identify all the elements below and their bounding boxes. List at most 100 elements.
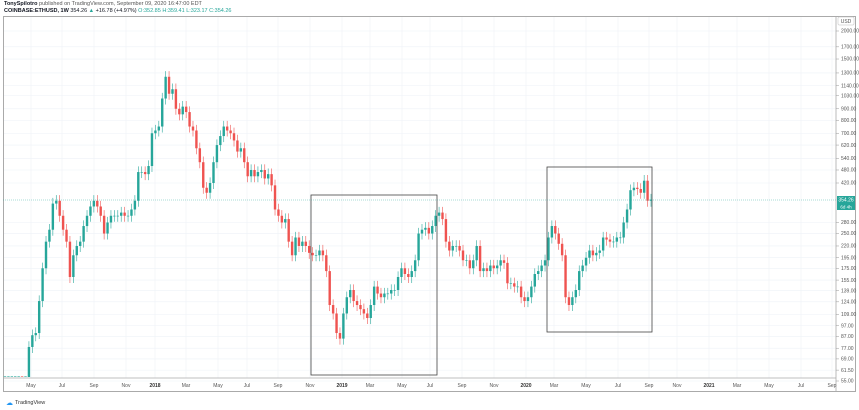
candle-body — [482, 268, 485, 272]
y-tick-label: 124.00 — [841, 300, 857, 306]
candle-body — [92, 200, 96, 207]
candle-body — [584, 257, 588, 266]
author[interactable]: TonySpilotro — [4, 1, 38, 7]
candle — [608, 233, 612, 248]
candle-body — [495, 265, 499, 269]
candle-body — [427, 227, 431, 234]
candle — [410, 265, 413, 284]
candle-body — [485, 268, 489, 272]
symbol-legend: COINBASE:ETHUSD, 1W 354.26 ▲ +16.78 (+4.… — [4, 8, 231, 14]
candle-body — [266, 174, 270, 179]
candle-body — [150, 133, 154, 167]
y-tick-label: 1300.00 — [841, 71, 859, 77]
countdown-tag — [837, 203, 855, 210]
candle-body — [10, 376, 14, 377]
currency-label: USD — [841, 19, 852, 25]
candle-body — [441, 212, 444, 220]
candle — [260, 164, 263, 179]
rectangle-drawing-2019[interactable] — [310, 194, 438, 376]
candle — [174, 83, 178, 115]
candle-body — [167, 76, 171, 94]
candle — [468, 254, 472, 275]
candle — [472, 254, 475, 275]
currency-badge[interactable] — [837, 16, 855, 26]
y-tick-label: 280.00 — [841, 220, 857, 226]
candle-body — [308, 245, 311, 253]
candle-body — [352, 290, 355, 302]
candle-body — [619, 237, 622, 239]
candle — [567, 291, 571, 312]
candle — [225, 120, 229, 137]
rectangle-drawing-2020[interactable] — [546, 166, 653, 333]
candle-body — [290, 241, 294, 256]
candle-body — [335, 313, 338, 334]
candle-body — [396, 276, 400, 291]
x-tick-label: Sep — [90, 383, 99, 389]
candle — [27, 341, 31, 377]
candle — [366, 307, 369, 325]
candle — [31, 329, 34, 353]
candle — [379, 287, 383, 304]
candle-body — [574, 290, 578, 298]
candle — [540, 259, 543, 278]
candle — [236, 134, 239, 158]
y-tick-label: 220.00 — [841, 244, 857, 250]
price-axis[interactable]: 2000.00 1700.00 1500.00 1300.00 1140.00 1030.… — [836, 29, 859, 385]
candle-body — [41, 268, 44, 302]
candle-body — [608, 239, 612, 242]
y-tick-label: 87.00 — [841, 334, 854, 340]
candle — [51, 197, 55, 236]
candle — [499, 254, 502, 272]
candle-body — [154, 130, 157, 134]
candle-body — [636, 187, 639, 189]
candle-body — [229, 130, 232, 134]
candle-body — [222, 126, 225, 137]
candle-body — [345, 297, 348, 314]
candle — [519, 280, 523, 304]
candle — [629, 184, 632, 216]
candle — [393, 284, 396, 297]
candle — [584, 252, 588, 272]
candle-body — [164, 76, 167, 99]
candle-body — [75, 245, 78, 256]
candle — [290, 235, 294, 262]
candle — [147, 160, 150, 181]
candle — [120, 206, 123, 222]
symbol: COINBASE:ETHUSD, 1W — [4, 8, 69, 14]
candle-body — [526, 297, 530, 302]
x-tick-label: Mar — [733, 383, 742, 389]
ohlc-open: O:352.85 — [138, 8, 161, 14]
time-axis[interactable]: May Jul Sep Nov 2018 Mar May Jul Sep Nov 2019 Mar Ma… — [26, 383, 836, 389]
candle — [444, 213, 448, 248]
candle — [557, 227, 560, 250]
candle-body — [44, 241, 48, 269]
candle-body — [321, 250, 325, 256]
candle-body — [273, 185, 277, 210]
candle — [601, 231, 605, 257]
candle — [287, 213, 290, 248]
candle — [434, 210, 437, 233]
candle-body — [458, 245, 461, 251]
candle-body — [48, 229, 51, 242]
candle — [386, 287, 390, 300]
candle — [352, 284, 355, 308]
candle-body — [225, 126, 229, 131]
candle — [126, 210, 130, 222]
candle — [195, 124, 198, 155]
up-arrow-icon: ▲ — [88, 8, 95, 14]
candle — [266, 168, 270, 185]
candle — [284, 213, 287, 229]
candle — [270, 168, 273, 192]
candle-body — [219, 136, 222, 146]
candle-body — [554, 226, 557, 234]
candle — [523, 291, 526, 308]
candle — [308, 240, 311, 259]
candles — [3, 71, 653, 377]
tradingview-logo[interactable]: ☁ TradingView — [6, 400, 45, 407]
candle-body — [3, 376, 7, 377]
candle-body — [362, 309, 366, 314]
x-tick-label: Sep — [458, 383, 467, 389]
candle-body — [550, 226, 554, 238]
candle-body — [605, 237, 608, 240]
